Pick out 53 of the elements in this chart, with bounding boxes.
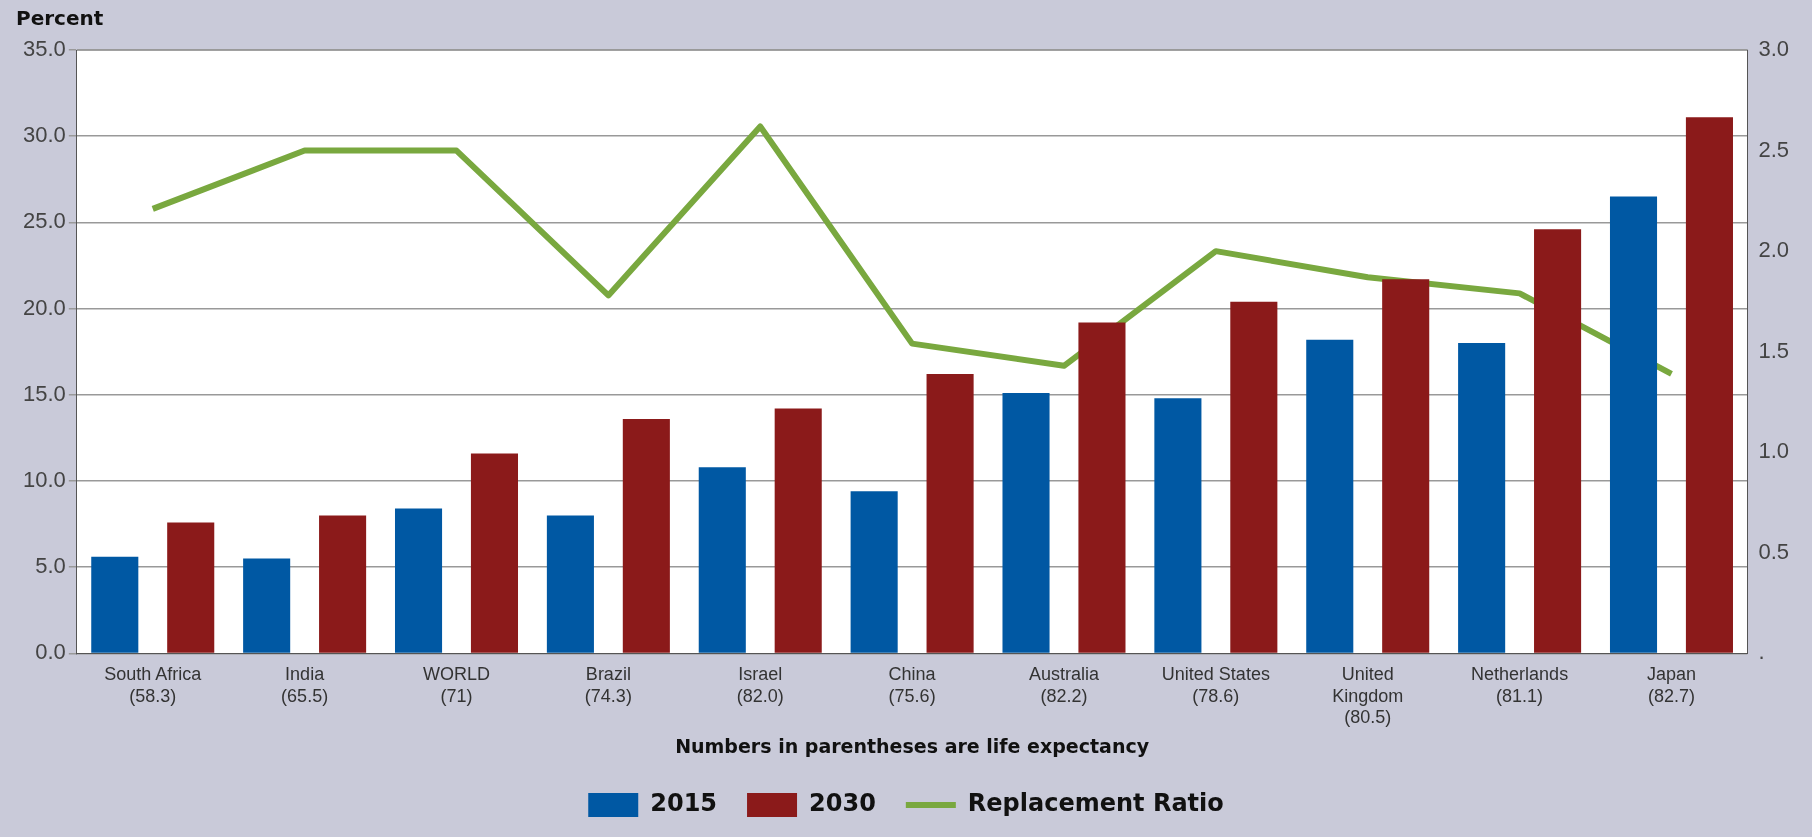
x-tick-label: Netherlands (81.1) bbox=[1471, 664, 1569, 706]
bar bbox=[1230, 301, 1278, 653]
bar bbox=[1534, 229, 1582, 653]
bar bbox=[926, 374, 974, 653]
x-tick-label: WORLD (71) bbox=[423, 664, 490, 706]
x-tick-label: Japan (82.7) bbox=[1646, 664, 1696, 706]
y-tick-label: 5.0 bbox=[35, 553, 66, 579]
x-tick-label: South Africa (58.3) bbox=[104, 664, 203, 706]
y2-tick-label: . bbox=[1758, 639, 1765, 665]
y-axis-title: Percent bbox=[16, 6, 104, 30]
y-tick-label: 30.0 bbox=[22, 122, 66, 148]
y2-tick-label: 3.0 bbox=[1758, 36, 1790, 62]
x-tick-label: China (75.6) bbox=[888, 664, 937, 706]
y-tick-label: 10.0 bbox=[22, 467, 66, 493]
bar bbox=[1154, 398, 1202, 653]
x-axis-title: Numbers in parentheses are life expectancy bbox=[675, 734, 1150, 757]
bar bbox=[1609, 196, 1658, 653]
x-tick-label: Israel (82.0) bbox=[736, 664, 784, 706]
legend-label: 2015 bbox=[650, 789, 718, 818]
x-tick-label: United Kingdom (80.5) bbox=[1332, 664, 1404, 728]
bar bbox=[1382, 279, 1430, 653]
bar bbox=[698, 467, 746, 653]
y-tick-label: 0.0 bbox=[35, 639, 66, 665]
bar bbox=[394, 508, 443, 653]
y2-tick-label: 2.0 bbox=[1758, 237, 1790, 263]
bar bbox=[470, 453, 519, 653]
legend-label: Replacement Ratio bbox=[967, 789, 1224, 818]
bar bbox=[1306, 339, 1354, 653]
y2-tick-label: 0.5 bbox=[1758, 538, 1790, 564]
y-tick-label: 35.0 bbox=[22, 36, 66, 62]
bar bbox=[1002, 393, 1050, 653]
bar bbox=[319, 515, 367, 653]
x-tick-label: India (65.5) bbox=[281, 664, 329, 706]
bar bbox=[1458, 343, 1506, 653]
x-tick-label: Australia (82.2) bbox=[1028, 664, 1100, 706]
legend-label: 2030 bbox=[809, 789, 876, 818]
bar bbox=[167, 522, 215, 653]
y2-tick-label: 2.5 bbox=[1758, 136, 1790, 162]
y-tick-label: 25.0 bbox=[22, 208, 66, 234]
bar bbox=[91, 556, 139, 653]
bar bbox=[850, 491, 898, 653]
y2-tick-label: 1.0 bbox=[1758, 438, 1790, 464]
y-tick-label: 20.0 bbox=[22, 294, 66, 320]
bar bbox=[243, 558, 291, 653]
bar bbox=[1078, 322, 1126, 653]
x-tick-label: United States (78.6) bbox=[1161, 664, 1270, 706]
y2-tick-label: 1.5 bbox=[1758, 337, 1790, 363]
bar bbox=[1685, 117, 1733, 653]
bar bbox=[546, 515, 594, 653]
bar bbox=[774, 408, 822, 653]
x-tick-label: Brazil (74.3) bbox=[584, 664, 632, 706]
bar bbox=[622, 418, 670, 653]
y-tick-label: 15.0 bbox=[22, 380, 66, 406]
